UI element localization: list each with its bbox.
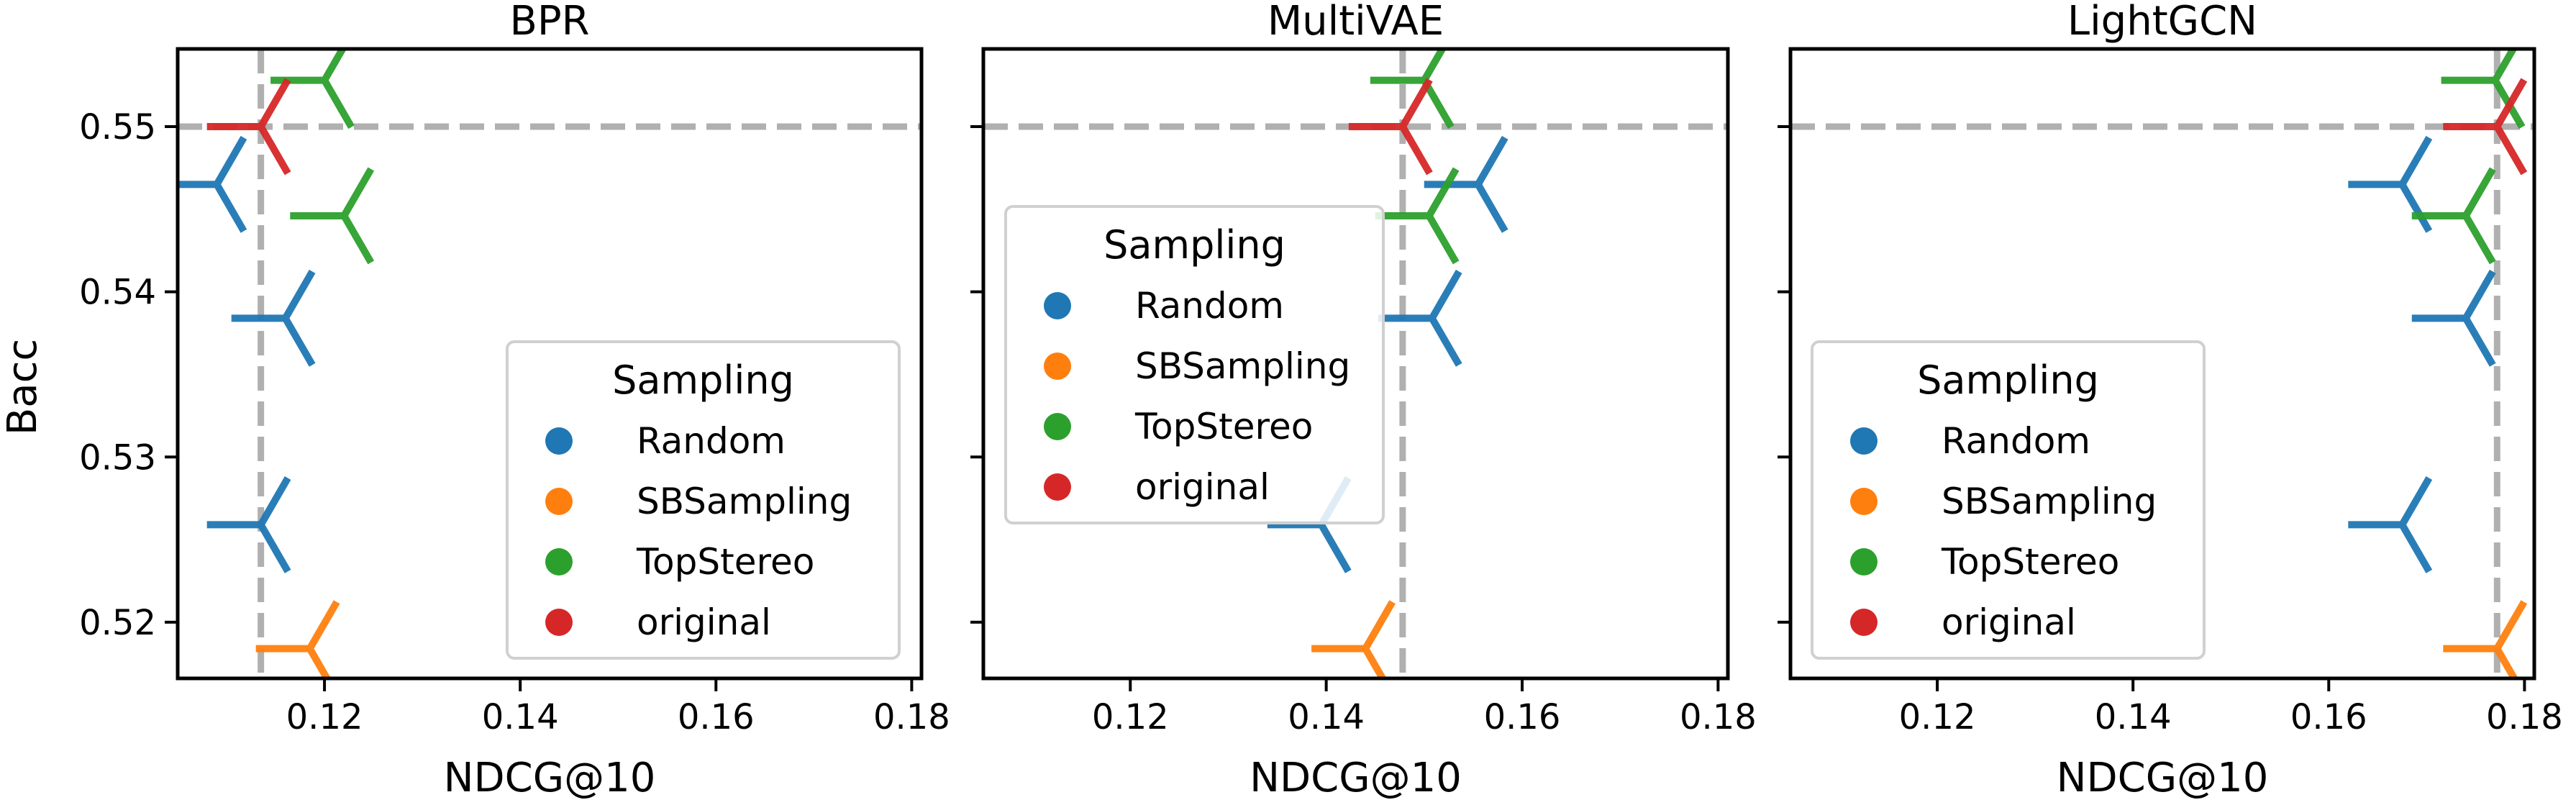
legend-box (1004, 205, 1385, 524)
marker-original (2443, 78, 2528, 176)
legend-title: Sampling (1103, 222, 1285, 268)
legend-swatch-original (545, 609, 573, 636)
legend-swatch-original (1044, 473, 1071, 501)
x-tick-label: 0.14 (482, 697, 559, 737)
legend-label-sbsampling: SBSampling (1135, 345, 1350, 387)
marker-random (206, 476, 291, 573)
legend-label-sbsampling: SBSampling (1942, 481, 2157, 522)
legend-swatch-sbsampling (1044, 353, 1071, 380)
plot-area-bpr (178, 49, 921, 678)
x-tick-label: 0.18 (1680, 697, 1757, 737)
panel-bpr: BPR 0.12 0.14 0.16 0.18 0.52 0.53 0.54 0.55 NDCG@… (79, 0, 950, 801)
marker-random (178, 135, 247, 233)
y-tick-label: 0.52 (79, 603, 156, 643)
legend-swatch-sbsampling (545, 488, 573, 515)
x-tick-label: 0.16 (678, 697, 755, 737)
legend-label-original: original (1942, 601, 2076, 643)
legend-label-topstereo: TopStereo (1941, 541, 2119, 583)
marker-sbsampling (2443, 600, 2528, 678)
chart-title-multivae: MultiVAE (1267, 0, 1444, 45)
x-tick-label: 0.14 (2095, 697, 2172, 737)
legend-swatch-topstereo (545, 548, 573, 576)
legend-swatch-random (1850, 427, 1878, 455)
marker-sbsampling (255, 600, 340, 678)
legend-label-topstereo: TopStereo (1134, 406, 1313, 447)
axes-frame-multivae (981, 47, 1730, 681)
chart-title-lightgcn: LightGCN (2067, 0, 2257, 45)
y-tick-label: 0.54 (79, 273, 156, 313)
legend-lightgcn: Sampling Random SBSampling TopStereo origina… (1811, 340, 2206, 660)
legend-swatch-random (1044, 292, 1071, 319)
legend-title: Sampling (612, 358, 794, 403)
marker-random (2348, 476, 2433, 573)
legend-multivae: Sampling Random SBSampling TopStereo origina… (1004, 205, 1385, 524)
marker-random (231, 269, 316, 367)
marker-original (1348, 78, 1433, 176)
legend-label-random: Random (1135, 285, 1284, 327)
marker-topstereo (270, 49, 355, 129)
y-tick-label: 0.55 (79, 107, 156, 147)
y-tick-label: 0.53 (79, 437, 156, 478)
legend-box (1811, 340, 2206, 660)
legend-label-original: original (637, 601, 771, 643)
x-tick-label: 0.14 (1288, 697, 1365, 737)
marker-topstereo (290, 167, 375, 265)
legend-swatch-topstereo (1044, 413, 1071, 440)
legend-label-random: Random (637, 420, 786, 462)
plot-area-lightgcn (1790, 49, 2534, 678)
x-tick-label: 0.18 (2486, 697, 2563, 737)
marker-random (1378, 269, 1462, 367)
marker-original (206, 78, 291, 176)
x-axis-label-bpr: NDCG@10 (444, 755, 656, 801)
panel-multivae: MultiVAE 0.12 0.14 0.16 0.18 NDCG@10 Sampling R… (970, 0, 1757, 801)
legend-swatch-sbsampling (1850, 488, 1878, 515)
legend-swatch-topstereo (1850, 548, 1878, 576)
x-tick-label: 0.18 (873, 697, 950, 737)
legend-label-topstereo: TopStereo (636, 541, 814, 583)
axes-frame-lightgcn (1788, 47, 2536, 681)
axes-frame-bpr (176, 47, 924, 681)
legend-swatch-original (1850, 609, 1878, 636)
chart-title-bpr: BPR (509, 0, 589, 45)
x-tick-label: 0.16 (2290, 697, 2367, 737)
marker-topstereo (1375, 167, 1460, 265)
x-tick-label: 0.12 (1092, 697, 1169, 737)
legend-label-original: original (1135, 466, 1270, 508)
legend-title: Sampling (1917, 358, 2099, 403)
legend-box (506, 340, 901, 660)
legend-label-random: Random (1942, 420, 2090, 462)
panel-lightgcn: LightGCN 0.12 0.14 0.16 0.18 NDCG@10 Sampling R… (1778, 0, 2563, 801)
x-tick-label: 0.16 (1484, 697, 1561, 737)
y-axis-label: Bacc (0, 339, 46, 435)
legend-swatch-random (545, 427, 573, 455)
legend-bpr: Sampling Random SBSampling TopStereo origina… (506, 340, 901, 660)
marker-topstereo (2411, 167, 2496, 265)
marker-random (1424, 135, 1508, 233)
marker-random (2411, 269, 2496, 367)
marker-sbsampling (1311, 600, 1396, 678)
legend-label-sbsampling: SBSampling (637, 481, 852, 522)
x-tick-label: 0.12 (1899, 697, 1976, 737)
x-axis-label-multivae: NDCG@10 (1250, 755, 1462, 801)
marker-random (2348, 135, 2433, 233)
x-tick-label: 0.12 (286, 697, 363, 737)
x-axis-label-lightgcn: NDCG@10 (2057, 755, 2269, 801)
